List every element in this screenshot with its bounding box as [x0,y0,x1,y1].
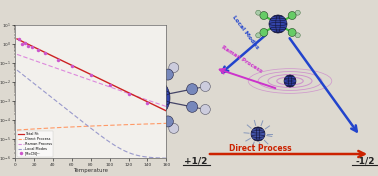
Circle shape [256,33,261,38]
Circle shape [163,69,174,80]
Text: Direct Process: Direct Process [229,144,291,153]
Text: Local Modes: Local Modes [231,14,260,50]
Circle shape [163,116,174,127]
Text: +1/2: +1/2 [184,156,208,165]
Circle shape [187,101,198,112]
Circle shape [126,76,170,120]
Circle shape [295,33,300,38]
Circle shape [288,29,296,36]
Circle shape [98,101,109,112]
Circle shape [251,127,265,141]
Circle shape [126,68,138,79]
Circle shape [122,61,132,71]
X-axis label: Temperature: Temperature [73,168,108,173]
Circle shape [169,63,179,73]
Legend: Total Fit, Direct Process, Raman Process, Local Modes, [MoCN]³⁻: Total Fit, Direct Process, Raman Process… [17,131,53,157]
Circle shape [260,29,268,36]
Circle shape [86,105,96,114]
Text: Raman Process: Raman Process [220,45,263,74]
Circle shape [122,125,132,134]
Circle shape [288,11,296,20]
Circle shape [256,10,261,15]
Circle shape [126,117,138,128]
Circle shape [169,123,179,133]
Circle shape [260,11,268,20]
Circle shape [187,84,198,95]
Circle shape [200,105,210,114]
Circle shape [86,81,96,92]
Circle shape [200,81,210,92]
Circle shape [98,84,109,95]
Circle shape [284,75,296,87]
Text: -1/2: -1/2 [355,156,375,165]
Circle shape [269,15,287,33]
Circle shape [295,10,300,15]
